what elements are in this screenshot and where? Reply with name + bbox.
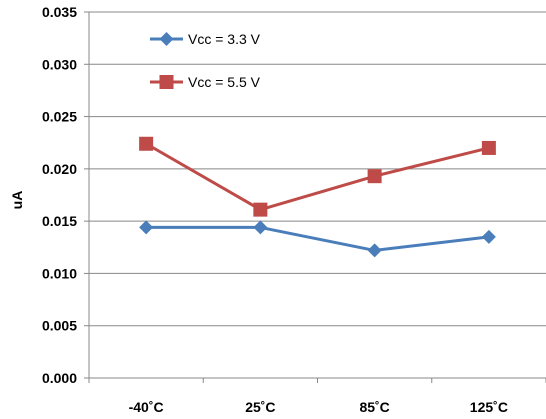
y-axis-title: uA: [9, 191, 25, 210]
y-tick-label: 0.000: [42, 370, 77, 386]
legend-marker: [159, 32, 174, 46]
y-tick-label: 0.030: [42, 56, 77, 72]
y-tick-label: 0.025: [42, 109, 77, 125]
x-tick-label: 25˚C: [245, 399, 275, 415]
y-tick-label: 0.035: [42, 4, 77, 20]
legend-entry: Vcc = 5.5 V: [150, 74, 261, 90]
y-tick-labels: 0.000 0.005 0.010 0.015 0.020 0.025 0.030 0.035: [42, 4, 77, 386]
data-point-diamond: [139, 220, 154, 235]
legend: Vcc = 3.3 V Vcc = 5.5 V: [150, 31, 261, 90]
legend-label: Vcc = 5.5 V: [188, 74, 261, 90]
data-point-diamond: [481, 229, 496, 244]
data-point-diamond: [253, 220, 268, 235]
series-group: [139, 136, 496, 258]
legend-marker: [159, 75, 174, 89]
series-2: [139, 136, 496, 217]
data-point-square: [481, 140, 496, 155]
axes: [88, 12, 546, 383]
series-1: [139, 220, 496, 258]
x-tick-label: 85˚C: [359, 399, 389, 415]
series-line: [145, 142, 490, 212]
x-tick-label: 125˚C: [470, 399, 508, 415]
x-tick-labels: -40˚C 25˚C 85˚C 125˚C: [129, 399, 508, 415]
series-line: [146, 225, 490, 252]
y-tick-label: 0.010: [42, 265, 77, 281]
gridlines: [84, 11, 546, 379]
data-point-square: [139, 136, 154, 151]
x-tick-label: -40˚C: [129, 399, 164, 415]
y-tick-label: 0.020: [42, 161, 77, 177]
data-point-square: [367, 169, 382, 184]
data-point-square: [253, 202, 268, 217]
y-tick-label: 0.005: [42, 318, 77, 334]
y-tick-label: 0.015: [42, 213, 77, 229]
legend-entry: Vcc = 3.3 V: [150, 31, 261, 47]
data-point-diamond: [367, 243, 382, 258]
legend-label: Vcc = 3.3 V: [188, 31, 261, 47]
